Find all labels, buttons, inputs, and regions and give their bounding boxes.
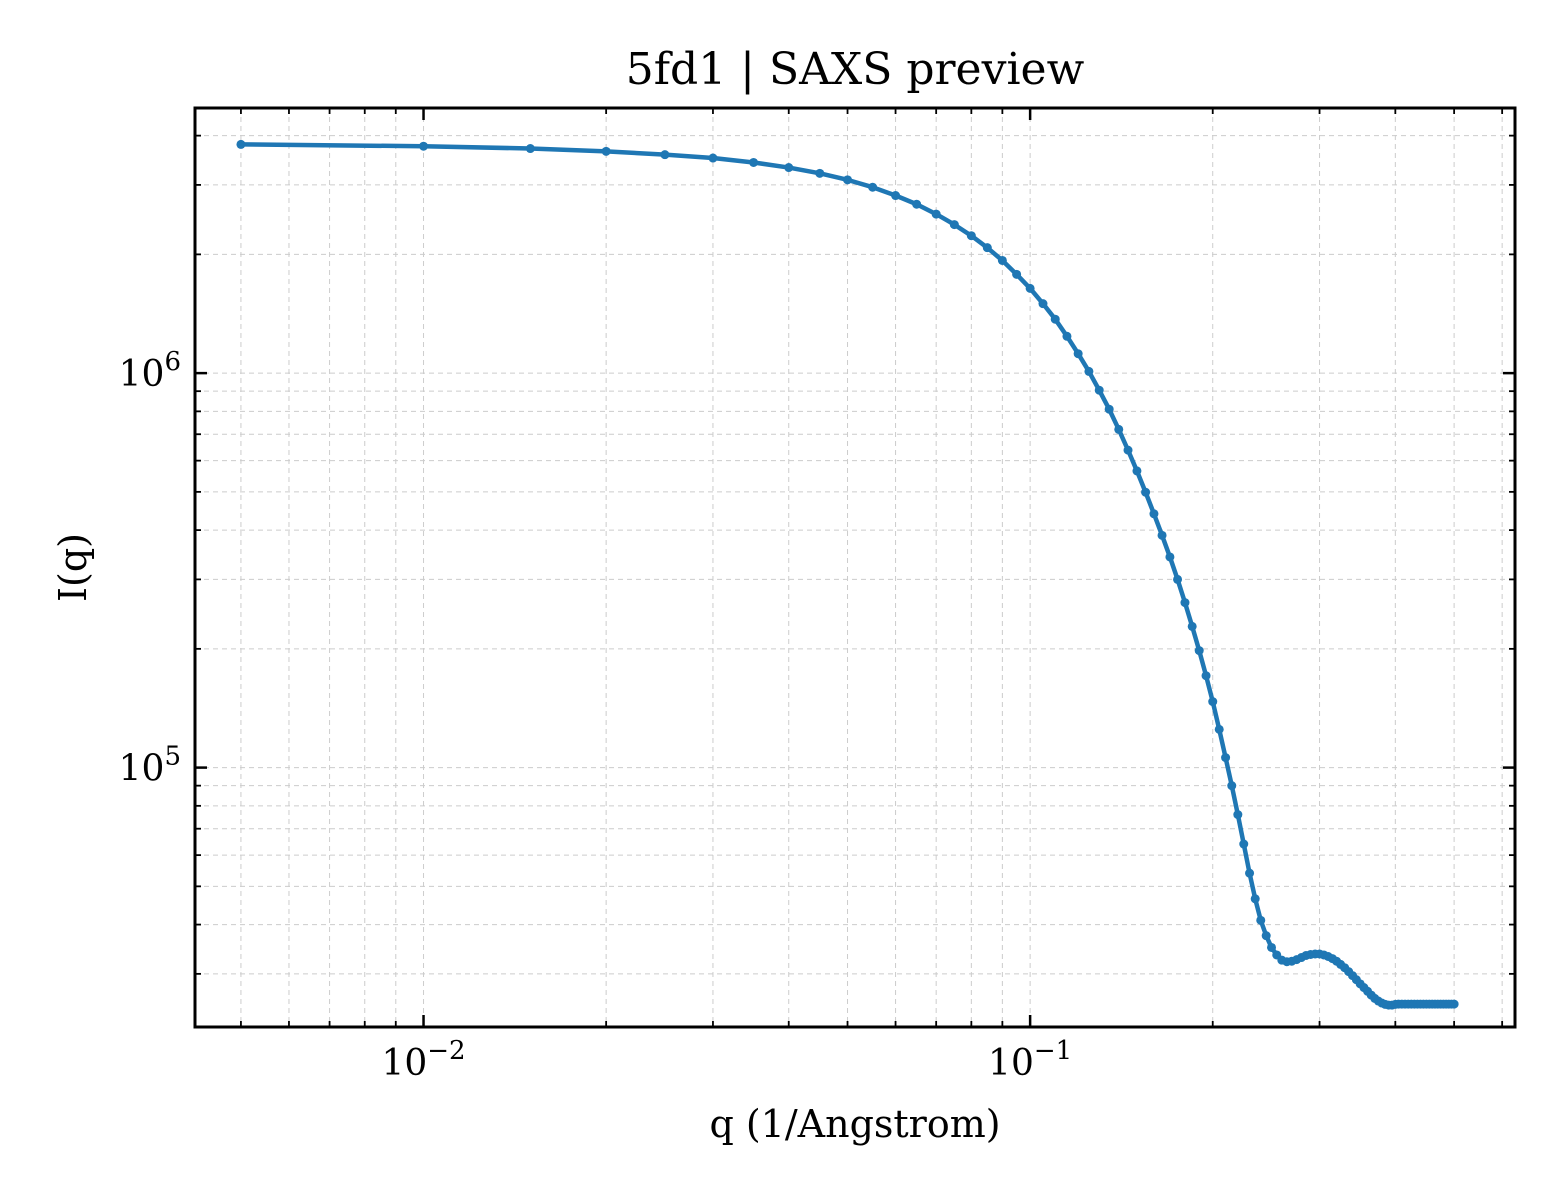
data-point [1165,552,1175,562]
data-point [1132,466,1142,476]
data-point [815,168,825,178]
data-point [982,243,992,253]
data-point [1114,424,1124,434]
data-point [843,175,853,185]
data-point [708,153,718,163]
data-point [1012,269,1022,279]
data-point [1208,697,1218,707]
data-point [1194,646,1204,656]
data-point [236,139,246,149]
data-point [1073,349,1083,359]
data-point [749,157,759,167]
data-point [1221,753,1231,763]
data-point [997,255,1007,265]
data-point [1250,894,1260,904]
data-point [1149,509,1159,519]
data-point [912,199,922,209]
data-point [1104,404,1114,414]
data-point [1256,915,1266,925]
data-point [1141,487,1151,497]
data-point [1038,299,1048,309]
data-point [966,231,976,241]
data-point [1062,331,1072,341]
data-point [1157,530,1167,540]
data-point [784,163,794,173]
data-point [949,220,959,230]
data-point [868,182,878,192]
data-point [1233,810,1243,820]
x-tick-label: 10−2 [381,1036,465,1084]
grid [195,108,1515,1027]
data-point [891,191,901,201]
data-point [1449,999,1459,1009]
chart-title: 5fd1 | SAXS preview [626,44,1085,95]
data-point [1084,366,1094,376]
data-point [1267,942,1277,952]
data-point [1214,724,1224,734]
data-point [1123,445,1133,455]
data-point [1239,839,1249,849]
data-point [660,150,670,160]
data-point [601,146,611,156]
data-point [1245,868,1255,878]
data-point [1227,781,1237,791]
y-axis-label: I(q) [51,533,95,602]
x-axis-label: q (1/Angstrom) [709,1102,1000,1146]
data-point [419,141,429,151]
y-tick-label: 106 [119,347,181,395]
data-point [1050,314,1060,324]
data-point [1187,621,1197,631]
data-point [1261,931,1271,941]
plot-frame [193,106,1517,1029]
data-point [1180,598,1190,608]
x-tick-label: 10−1 [988,1036,1072,1084]
series-layer [236,139,1459,1010]
data-point [1025,283,1035,293]
data-point [1094,385,1104,395]
y-tick-label: 105 [119,742,181,790]
data-point [1201,671,1211,681]
data-point [931,209,941,219]
data-point [1173,574,1183,584]
data-point [525,144,535,154]
